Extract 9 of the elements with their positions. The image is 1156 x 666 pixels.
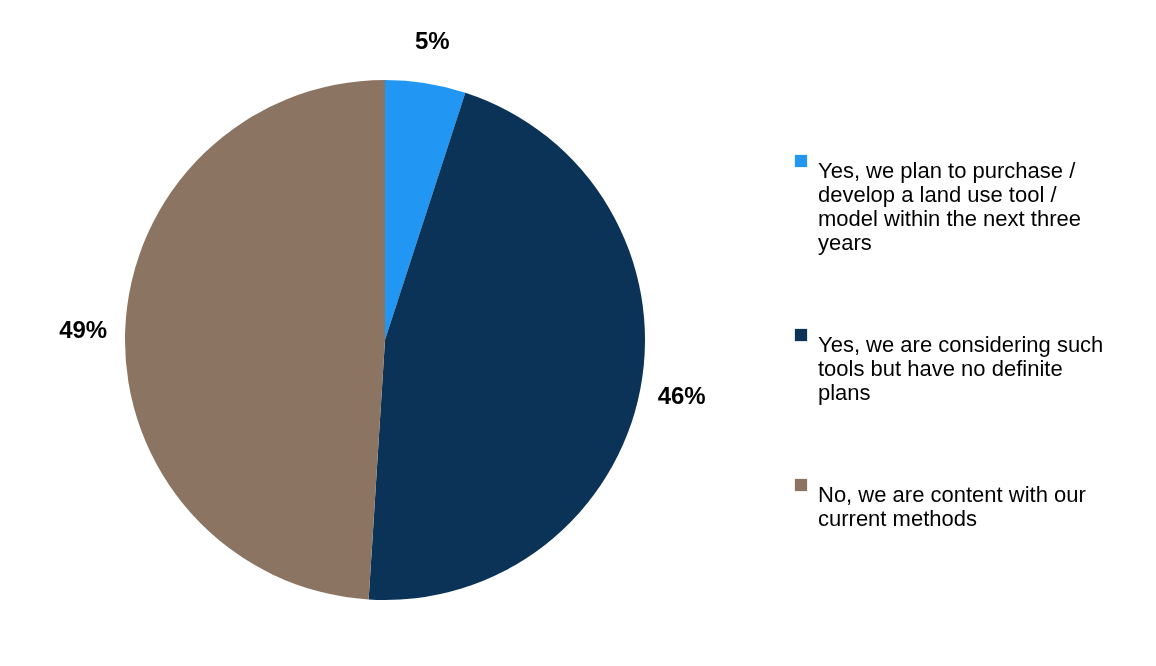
legend-label: Yes, we are considering such tools but have no definite plans	[818, 332, 1104, 405]
data-label: 46%	[657, 381, 706, 409]
pie-slice	[125, 80, 385, 600]
data-label: 5%	[414, 26, 450, 54]
data-label: 49%	[59, 315, 108, 343]
pie-slice	[368, 92, 645, 600]
legend-label: Yes, we plan to purchase / develop a land use tool / model within the next three years	[818, 158, 1081, 255]
legend-label: No, we are content with our current methods	[818, 482, 1086, 531]
pie-slice	[385, 80, 466, 340]
